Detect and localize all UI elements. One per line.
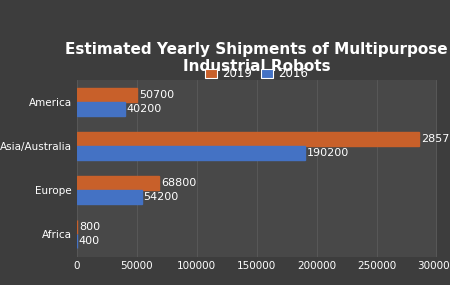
Bar <box>76 234 77 249</box>
Text: 40200: 40200 <box>126 104 162 114</box>
Bar <box>76 176 159 190</box>
Bar <box>76 102 125 116</box>
Title: Estimated Yearly Shipments of Multipurpose
Industrial Robots: Estimated Yearly Shipments of Multipurpo… <box>65 42 448 74</box>
Bar <box>76 190 142 204</box>
Bar <box>76 132 419 146</box>
Legend: 2019, 2016: 2019, 2016 <box>201 63 312 85</box>
Bar <box>76 220 77 234</box>
Bar <box>76 146 305 160</box>
Text: 190200: 190200 <box>306 148 349 158</box>
Text: 50700: 50700 <box>139 90 174 100</box>
Text: 800: 800 <box>79 222 100 232</box>
Text: 54200: 54200 <box>144 192 179 202</box>
Text: 68800: 68800 <box>161 178 196 188</box>
Text: 400: 400 <box>79 236 100 247</box>
Text: 285700: 285700 <box>421 134 450 144</box>
Bar <box>76 88 137 102</box>
